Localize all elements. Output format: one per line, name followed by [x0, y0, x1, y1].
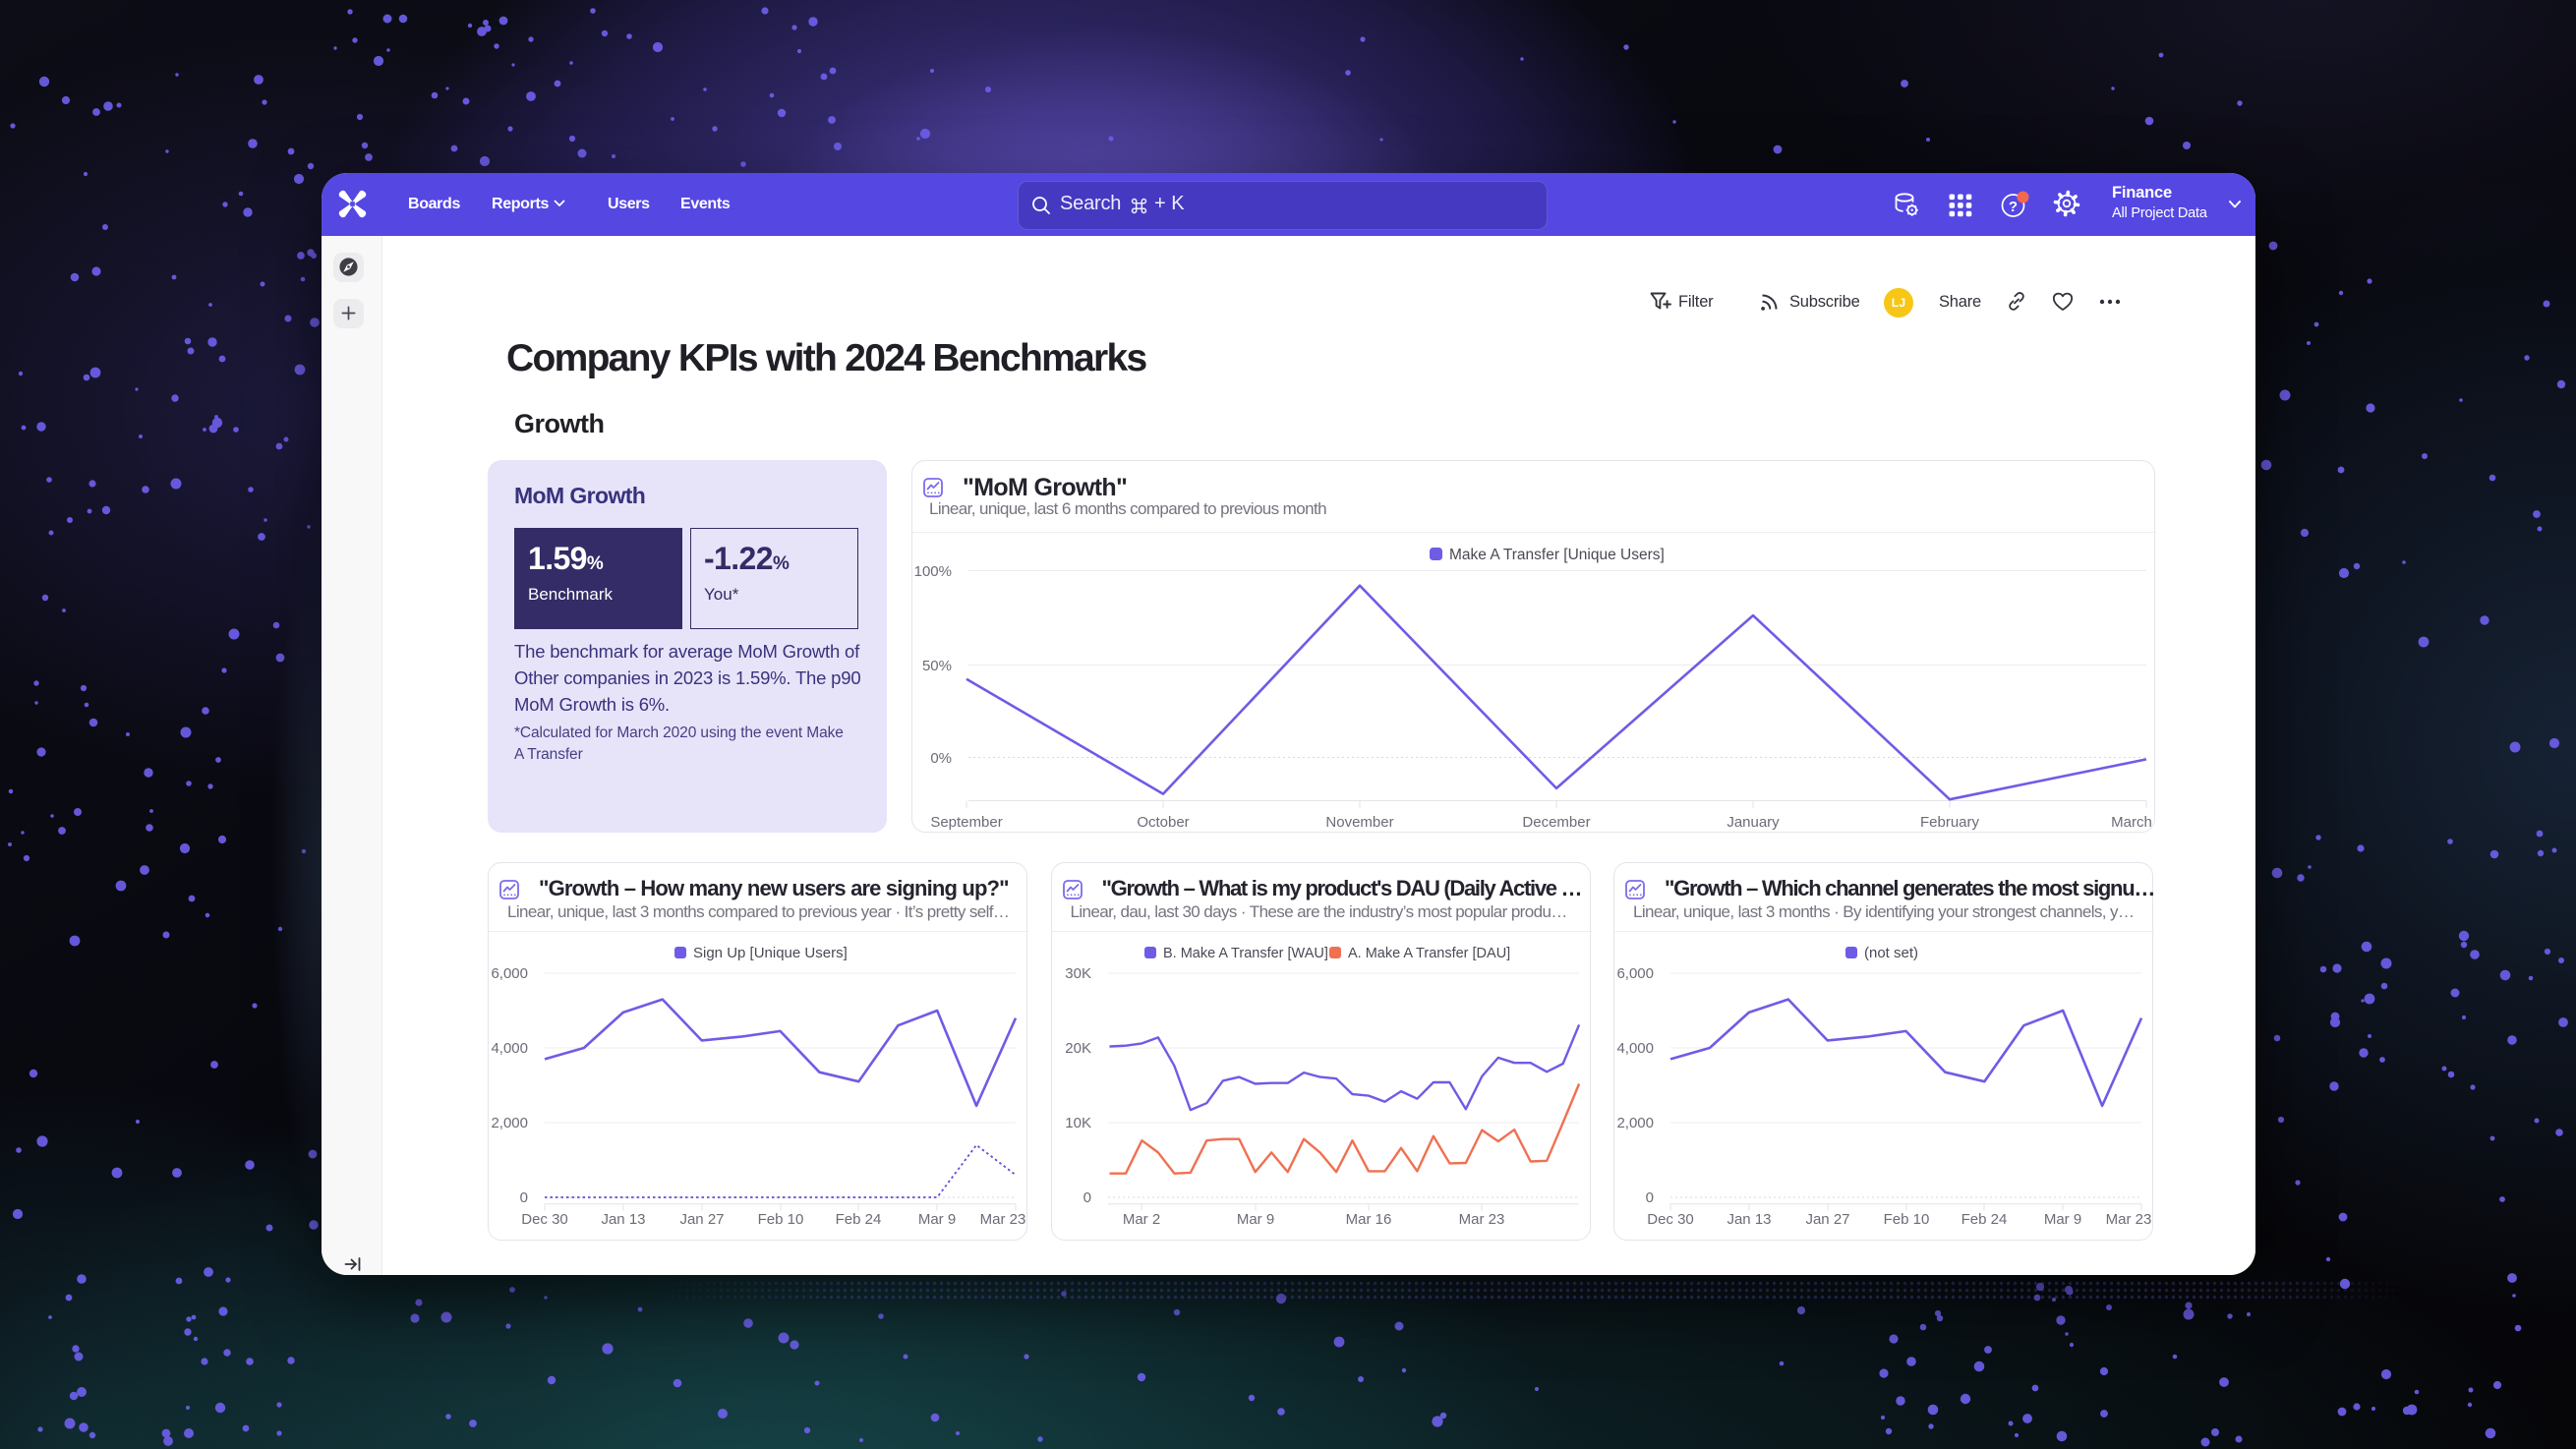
svg-text:Jan 13: Jan 13: [601, 1211, 645, 1228]
svg-text:January: January: [1727, 814, 1780, 831]
svg-text:Jan 27: Jan 27: [1805, 1211, 1849, 1228]
svg-text:February: February: [1920, 814, 1980, 831]
svg-text:4,000: 4,000: [1616, 1040, 1654, 1057]
svg-text:Mar 9: Mar 9: [1236, 1211, 1273, 1228]
svg-text:December: December: [1522, 814, 1590, 831]
svg-text:30K: 30K: [1065, 965, 1091, 982]
svg-text:Jan 13: Jan 13: [1727, 1211, 1771, 1228]
svg-text:50%: 50%: [922, 658, 952, 674]
svg-text:Mar 2: Mar 2: [1122, 1211, 1159, 1228]
svg-text:Mar 9: Mar 9: [918, 1211, 956, 1228]
svg-text:0: 0: [520, 1189, 528, 1206]
svg-text:September: September: [930, 814, 1002, 831]
svg-text:6,000: 6,000: [491, 965, 528, 982]
svg-text:B. Make A Transfer [WAU]: B. Make A Transfer [WAU]: [1163, 946, 1328, 961]
svg-text:6,000: 6,000: [1616, 965, 1654, 982]
svg-text:0%: 0%: [930, 750, 952, 767]
svg-text:Feb 24: Feb 24: [836, 1211, 882, 1228]
svg-text:Jan 27: Jan 27: [679, 1211, 724, 1228]
svg-text:Dec 30: Dec 30: [1647, 1211, 1694, 1228]
svg-text:Mar 23: Mar 23: [1458, 1211, 1504, 1228]
svg-text:2,000: 2,000: [1616, 1115, 1654, 1131]
svg-text:10K: 10K: [1065, 1115, 1091, 1131]
svg-text:March: March: [2111, 814, 2152, 831]
svg-text:Mar 16: Mar 16: [1345, 1211, 1391, 1228]
svg-text:20K: 20K: [1065, 1040, 1091, 1057]
svg-text:4,000: 4,000: [491, 1040, 528, 1057]
svg-text:Mar 9: Mar 9: [2044, 1211, 2081, 1228]
svg-text:Make A Transfer [Unique Users]: Make A Transfer [Unique Users]: [1449, 547, 1665, 563]
svg-text:Feb 24: Feb 24: [1961, 1211, 2008, 1228]
svg-text:October: October: [1137, 814, 1189, 831]
svg-text:100%: 100%: [914, 563, 952, 580]
svg-text:0: 0: [1083, 1189, 1090, 1206]
svg-text:Feb 10: Feb 10: [758, 1211, 804, 1228]
svg-text:2,000: 2,000: [491, 1115, 528, 1131]
svg-text:A. Make A Transfer [DAU]: A. Make A Transfer [DAU]: [1348, 946, 1510, 961]
svg-text:Feb 10: Feb 10: [1884, 1211, 1930, 1228]
svg-text:0: 0: [1646, 1189, 1654, 1206]
svg-text:Sign Up [Unique Users]: Sign Up [Unique Users]: [693, 945, 848, 961]
svg-text:November: November: [1325, 814, 1393, 831]
svg-text:Mar 23: Mar 23: [980, 1211, 1026, 1228]
svg-text:(not set): (not set): [1864, 945, 1918, 961]
svg-text:?: ?: [2009, 199, 2018, 215]
svg-text:Dec 30: Dec 30: [521, 1211, 568, 1228]
svg-text:Mar 23: Mar 23: [2106, 1211, 2152, 1228]
